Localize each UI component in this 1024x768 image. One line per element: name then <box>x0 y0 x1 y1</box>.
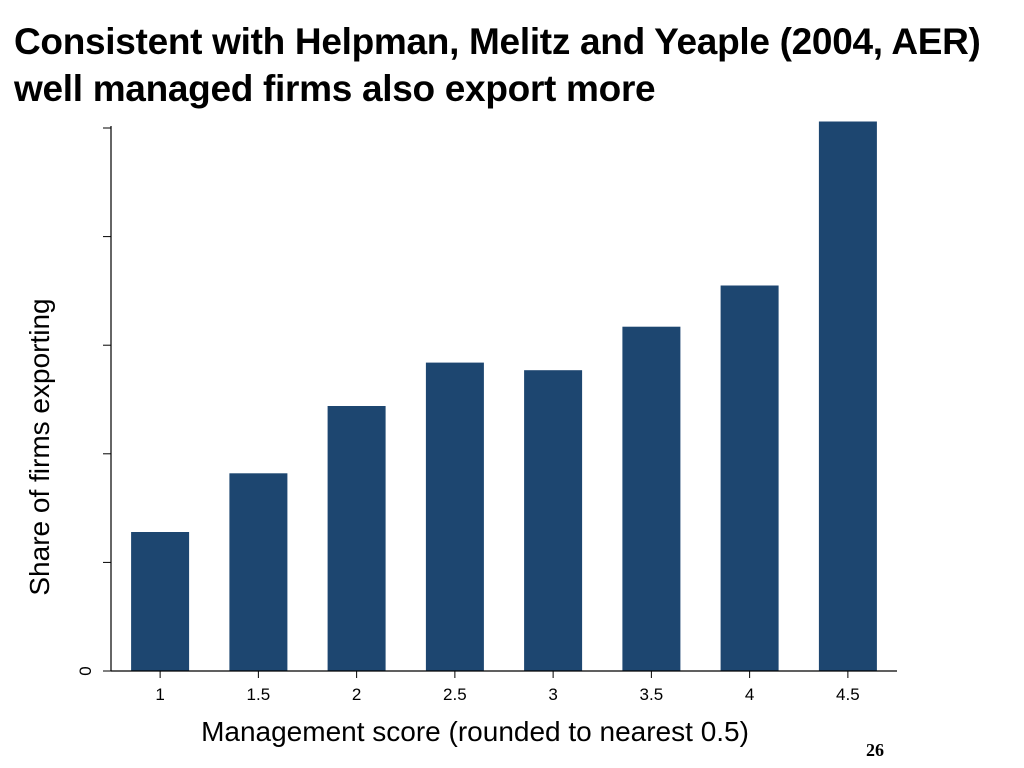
x-tick-label: 2.5 <box>443 685 467 704</box>
x-axis: 1 1.5 2 2.5 3 3.5 4 4.5 <box>111 670 897 704</box>
x-tick-label: 1.5 <box>247 685 271 704</box>
bar-1.5 <box>229 473 288 671</box>
y-axis: 0 <box>76 126 112 676</box>
x-tick-label: 3.5 <box>640 685 664 704</box>
bar-4 <box>720 285 779 671</box>
x-tick-label: 2 <box>352 685 361 704</box>
bar-4.5 <box>818 121 877 671</box>
x-tick-label: 1 <box>155 685 164 704</box>
bar-2.5 <box>425 362 484 671</box>
x-axis-label: Management score (rounded to nearest 0.5… <box>201 716 749 747</box>
x-tick-label: 3 <box>548 685 557 704</box>
slide-title: Consistent with Helpman, Melitz and Yeap… <box>14 21 981 109</box>
bar-2 <box>327 406 386 671</box>
bar-3.5 <box>622 326 681 671</box>
bar-3 <box>524 370 583 671</box>
slide-number: 26 <box>866 740 884 760</box>
bar-1 <box>131 532 190 671</box>
bars-group <box>131 121 877 671</box>
x-tick-label: 4.5 <box>836 685 860 704</box>
y-tick-label: 0 <box>76 666 95 675</box>
x-tick-label: 4 <box>745 685 754 704</box>
